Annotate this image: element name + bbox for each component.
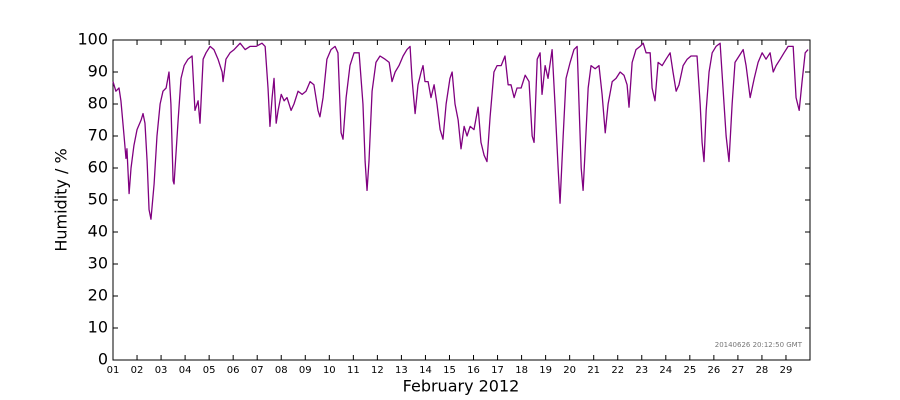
x-tick-label: 10 — [323, 365, 336, 376]
x-tick-label: 13 — [395, 365, 408, 376]
x-tick-label: 17 — [491, 365, 504, 376]
x-tick-label: 12 — [371, 365, 384, 376]
x-tick-label: 05 — [203, 365, 216, 376]
x-tick-label: 04 — [179, 365, 192, 376]
x-tick-label: 03 — [155, 365, 168, 376]
timestamp: 20140626 20:12:50 GMT — [715, 341, 803, 349]
y-tick-label: 80 — [88, 94, 108, 113]
x-tick-label: 27 — [732, 365, 745, 376]
y-tick-label: 20 — [88, 286, 108, 305]
y-tick-label: 100 — [77, 30, 108, 49]
x-tick-label: 18 — [515, 365, 528, 376]
y-tick-label: 0 — [98, 350, 108, 369]
y-tick-label: 50 — [88, 190, 108, 209]
x-tick-label: 16 — [467, 365, 480, 376]
x-axis-label: February 2012 — [403, 377, 520, 396]
x-tick-label: 15 — [443, 365, 456, 376]
x-tick-label: 24 — [659, 365, 672, 376]
x-tick-label: 21 — [587, 365, 600, 376]
plot-frame — [112, 39, 811, 361]
y-tick-label: 40 — [88, 222, 108, 241]
x-tick-label: 23 — [635, 365, 648, 376]
x-tick-label: 01 — [107, 365, 120, 376]
x-tick-label: 09 — [299, 365, 312, 376]
x-tick-label: 08 — [275, 365, 288, 376]
x-tick-label: 14 — [419, 365, 432, 376]
y-tick-label: 10 — [88, 318, 108, 337]
x-tick-label: 25 — [683, 365, 696, 376]
x-tick-label: 20 — [563, 365, 576, 376]
x-tick-label: 29 — [780, 365, 793, 376]
x-tick-label: 22 — [611, 365, 624, 376]
y-tick-label: 60 — [88, 158, 108, 177]
x-tick-label: 11 — [347, 365, 360, 376]
humidity-line — [112, 42, 809, 220]
x-tick-label: 06 — [227, 365, 240, 376]
y-tick-label: 90 — [88, 62, 108, 81]
x-tick-label: 02 — [131, 365, 144, 376]
y-tick-label: 30 — [88, 254, 108, 273]
x-tick-label: 28 — [756, 365, 769, 376]
x-tick-label: 07 — [251, 365, 264, 376]
x-tick-label: 19 — [539, 365, 552, 376]
y-tick-label: 70 — [88, 126, 108, 145]
y-axis-label: Humidity / % — [52, 148, 71, 251]
x-tick-label: 26 — [707, 365, 720, 376]
